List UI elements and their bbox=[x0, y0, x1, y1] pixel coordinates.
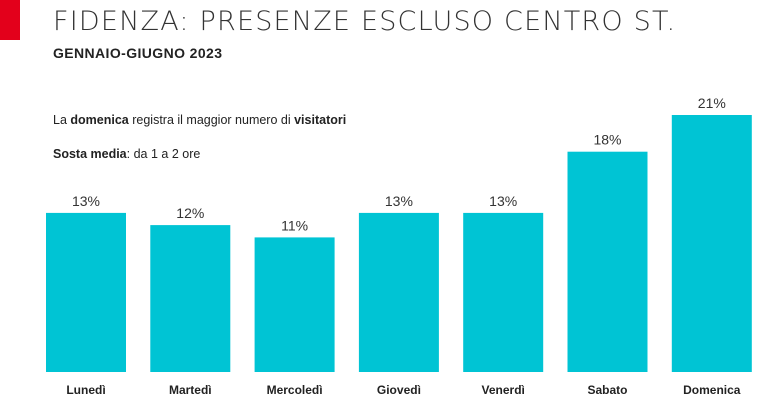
page-subtitle: GENNAIO-GIUGNO 2023 bbox=[53, 45, 223, 61]
note-parking-rest: : da 1 a 2 ore bbox=[126, 147, 201, 161]
bar-6 bbox=[567, 151, 648, 372]
bar-2 bbox=[150, 225, 231, 372]
data-label-6: 18% bbox=[593, 132, 621, 148]
bar-5 bbox=[463, 212, 544, 372]
note-parking: Sosta media: da 1 a 2 ore bbox=[53, 147, 200, 161]
category-label-5: Venerdì bbox=[482, 383, 525, 397]
category-label-1: Lunedì bbox=[66, 383, 105, 397]
note-visitors: La domenica registra il maggior numero d… bbox=[53, 113, 346, 127]
category-label-7: Domenica bbox=[683, 383, 741, 397]
data-label-1: 13% bbox=[72, 193, 100, 209]
note-visitors-bold-day: domenica bbox=[70, 113, 129, 127]
note-visitors-bold-visitors: visitatori bbox=[294, 113, 347, 127]
category-label-2: Martedì bbox=[169, 383, 212, 397]
bar-4 bbox=[358, 212, 439, 372]
note-parking-bold: Sosta media bbox=[53, 147, 127, 161]
data-label-7: 21% bbox=[698, 95, 726, 111]
data-label-2: 12% bbox=[176, 205, 204, 221]
accent-block bbox=[0, 0, 20, 40]
data-label-3: 11% bbox=[281, 217, 308, 233]
page-title: FIDENZA: PRESENZE ESCLUSO CENTRO ST. bbox=[53, 6, 677, 37]
data-label-4: 13% bbox=[385, 193, 413, 209]
bar-3 bbox=[254, 237, 335, 372]
bar-1 bbox=[46, 212, 126, 372]
note-visitors-pre: La bbox=[53, 113, 71, 127]
note-visitors-mid: registra il maggior numero di bbox=[128, 113, 295, 127]
category-label-6: Sabato bbox=[587, 383, 627, 397]
data-label-5: 13% bbox=[489, 193, 517, 209]
bar-7 bbox=[671, 115, 752, 372]
category-label-3: Mercoledì bbox=[267, 383, 323, 397]
category-label-4: Giovedì bbox=[377, 383, 421, 397]
